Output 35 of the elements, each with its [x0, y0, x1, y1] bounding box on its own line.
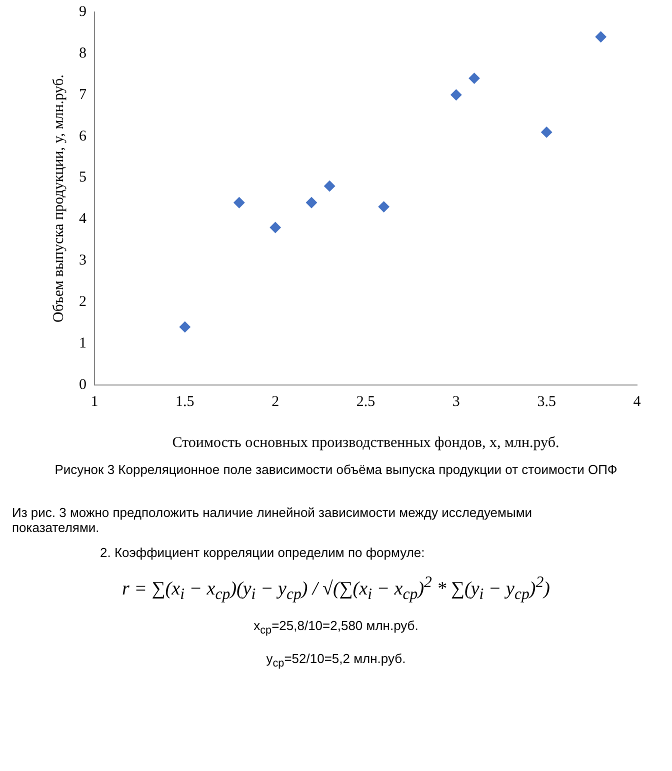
y-axis-title: Объем выпуска продукции, y, млн.руб. [50, 74, 67, 322]
point [179, 321, 190, 332]
x-tick-label: 2 [272, 394, 280, 410]
y-tick-label: 3 [79, 252, 86, 269]
y-tick-label: 0 [79, 376, 86, 393]
text: r = ∑(x$_{i}$ − x$_{cp}$)(y$_{i}$ − y$_{cp}$) / √(∑(x$_{i}$ − x$_{cp}$)$^{2}$ * ∑(y$_{i}$ − y$_{cp}$)$^{2}$) [122, 574, 550, 604]
x-tick-label: 2.5 [356, 394, 376, 410]
y-tick-label: 7 [79, 86, 87, 103]
point [595, 31, 606, 42]
point [378, 201, 390, 212]
text: y$_{ср}$=52/10=5,2 млн.руб. [265, 650, 407, 670]
y-tick-label: 5 [79, 170, 86, 186]
y-tick-label: 4 [79, 211, 87, 228]
text: x$_{ср}$=25,8/10=2,580 млн.руб. [252, 618, 420, 637]
point [306, 197, 317, 208]
text: Из рис. 3 можно предположить наличие линейной зависимости между исследуемыми показателями. [12, 505, 534, 535]
y-tick-label: 9 [79, 4, 86, 20]
point [324, 180, 336, 192]
point [468, 72, 480, 84]
point [450, 89, 462, 100]
x-axis-title: Стоимость основных производственных фондов, x, млн.руб. [172, 434, 560, 451]
text: Рисунок 3 Корреляционное поле зависимости объёма выпуска продукции от стоимости ОПФ [54, 462, 618, 477]
text: 2. Коэффициент корреляции определим по формуле: [100, 545, 426, 560]
x-tick-label: 3 [452, 394, 460, 410]
x-tick-label: 4 [633, 394, 642, 410]
y-tick-label: 1 [79, 335, 86, 352]
y-tick-label: 8 [79, 45, 86, 62]
x-tick-label: 1.5 [176, 394, 194, 410]
point [234, 197, 245, 208]
point [541, 126, 552, 138]
x-tick-label: 1 [90, 394, 98, 410]
y-tick-label: 2 [79, 294, 86, 310]
x-tick-label: 3.5 [537, 394, 556, 410]
point [270, 222, 281, 234]
y-tick-label: 6 [79, 128, 87, 144]
